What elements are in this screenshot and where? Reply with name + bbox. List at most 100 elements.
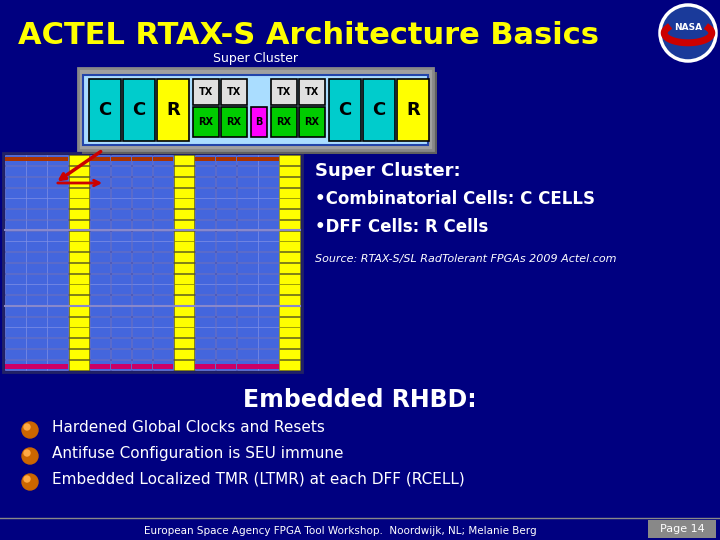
Bar: [195, 198, 215, 208]
Bar: [258, 284, 279, 294]
Bar: [68, 198, 89, 208]
Bar: [279, 274, 300, 284]
Bar: [195, 252, 215, 262]
Bar: [216, 187, 236, 198]
Bar: [174, 306, 194, 316]
Bar: [299, 79, 325, 105]
Bar: [132, 263, 152, 273]
Bar: [237, 241, 258, 252]
Bar: [237, 364, 258, 369]
Bar: [153, 241, 174, 252]
Bar: [258, 274, 279, 284]
Bar: [132, 360, 152, 370]
Bar: [195, 327, 215, 338]
Bar: [89, 263, 110, 273]
Bar: [216, 209, 236, 219]
Bar: [111, 274, 131, 284]
Bar: [279, 338, 300, 348]
Bar: [174, 177, 194, 187]
Bar: [48, 198, 68, 208]
Bar: [216, 157, 236, 161]
Bar: [237, 349, 258, 359]
Text: TX: TX: [199, 87, 213, 97]
Bar: [216, 166, 236, 176]
Bar: [132, 209, 152, 219]
Bar: [27, 306, 47, 316]
Bar: [27, 295, 47, 305]
Bar: [258, 306, 279, 316]
Bar: [174, 187, 194, 198]
Bar: [111, 349, 131, 359]
Text: Page 14: Page 14: [660, 524, 704, 534]
Bar: [153, 220, 174, 230]
Bar: [174, 198, 194, 208]
Text: •Combinatorial Cells: C CELLS: •Combinatorial Cells: C CELLS: [315, 190, 595, 208]
Bar: [153, 360, 174, 370]
Bar: [27, 274, 47, 284]
Bar: [195, 306, 215, 316]
Bar: [237, 338, 258, 348]
Bar: [48, 338, 68, 348]
Bar: [132, 284, 152, 294]
Bar: [258, 220, 279, 230]
Bar: [195, 187, 215, 198]
Bar: [237, 284, 258, 294]
Bar: [258, 209, 279, 219]
Bar: [27, 364, 47, 369]
Bar: [89, 187, 110, 198]
Bar: [5, 263, 26, 273]
Bar: [5, 316, 26, 327]
Bar: [27, 284, 47, 294]
Bar: [174, 360, 194, 370]
Bar: [153, 263, 174, 273]
Text: C: C: [338, 101, 351, 119]
Bar: [89, 360, 110, 370]
Bar: [123, 79, 155, 141]
Bar: [174, 166, 194, 176]
Circle shape: [660, 5, 716, 61]
Circle shape: [22, 422, 38, 438]
Bar: [27, 360, 47, 370]
FancyBboxPatch shape: [83, 75, 428, 145]
Bar: [68, 284, 89, 294]
Bar: [48, 157, 68, 161]
Bar: [68, 231, 89, 241]
Bar: [237, 360, 258, 370]
Bar: [68, 209, 89, 219]
Bar: [5, 306, 26, 316]
Bar: [48, 295, 68, 305]
Bar: [174, 284, 194, 294]
Bar: [258, 263, 279, 273]
Bar: [5, 364, 26, 369]
Bar: [279, 252, 300, 262]
Bar: [279, 295, 300, 305]
Bar: [195, 177, 215, 187]
Bar: [5, 156, 26, 165]
Text: C: C: [372, 101, 386, 119]
Bar: [279, 187, 300, 198]
Bar: [27, 338, 47, 348]
Bar: [5, 187, 26, 198]
Circle shape: [22, 474, 38, 490]
Bar: [174, 220, 194, 230]
Bar: [111, 198, 131, 208]
Bar: [237, 156, 258, 165]
Bar: [299, 107, 325, 137]
Bar: [89, 252, 110, 262]
Bar: [27, 316, 47, 327]
Bar: [89, 349, 110, 359]
Bar: [237, 220, 258, 230]
Bar: [216, 252, 236, 262]
Bar: [237, 177, 258, 187]
Bar: [279, 166, 300, 176]
Bar: [195, 220, 215, 230]
Bar: [48, 166, 68, 176]
Text: Hardened Global Clocks and Resets: Hardened Global Clocks and Resets: [52, 420, 325, 435]
Bar: [27, 166, 47, 176]
Bar: [111, 316, 131, 327]
Bar: [27, 252, 47, 262]
Bar: [48, 263, 68, 273]
Bar: [5, 198, 26, 208]
Bar: [68, 274, 89, 284]
Bar: [48, 306, 68, 316]
